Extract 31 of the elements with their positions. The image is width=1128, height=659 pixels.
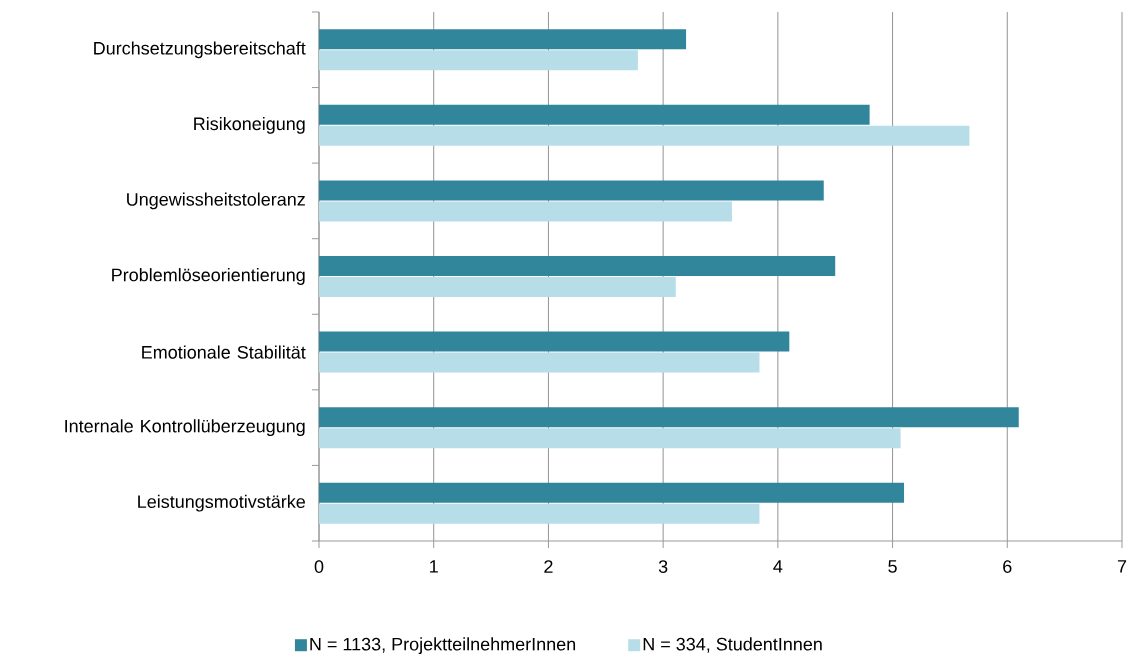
- bar: [319, 201, 732, 222]
- bar: [319, 29, 687, 50]
- bar: [319, 50, 638, 71]
- bar: [319, 407, 1019, 428]
- x-tick-label: 7: [1117, 560, 1127, 573]
- y-tick-label: Problemlöseorientierung: [112, 268, 305, 285]
- x-tick-label: 0: [314, 560, 324, 573]
- x-tick-label: 5: [888, 560, 897, 573]
- x-tick-label: 6: [1003, 560, 1012, 573]
- y-tick-label: Emotionale Stabilität: [142, 345, 306, 359]
- y-tick-label: Durchsetzungsbereitschaft: [94, 41, 306, 59]
- y-tick-label: Risikoneigung: [194, 116, 305, 134]
- x-tick-label: 2: [544, 560, 553, 573]
- bar: [319, 331, 790, 352]
- bar: [319, 255, 836, 276]
- y-tick-label: Ungewissheitstoleranz: [127, 192, 305, 210]
- x-tick-label: 4: [773, 560, 783, 573]
- bar: [319, 276, 676, 297]
- bar: [319, 352, 760, 373]
- bar: [319, 428, 901, 449]
- x-tick-label: 3: [658, 560, 668, 573]
- y-tick-label: Internale Kontrollüberzeugung: [65, 419, 305, 437]
- bar: [319, 180, 824, 201]
- legend-label: N = 334, StudentInnen: [643, 637, 822, 653]
- bar: [319, 104, 870, 125]
- bar: [319, 482, 905, 503]
- y-tick-label: Leistungsmotivstärke: [138, 494, 305, 512]
- x-tick-label: 1: [430, 560, 438, 573]
- bar: [319, 503, 760, 524]
- legend-label: N = 1133, ProjektteilnehmerInnen: [310, 637, 576, 655]
- bar: [319, 125, 970, 146]
